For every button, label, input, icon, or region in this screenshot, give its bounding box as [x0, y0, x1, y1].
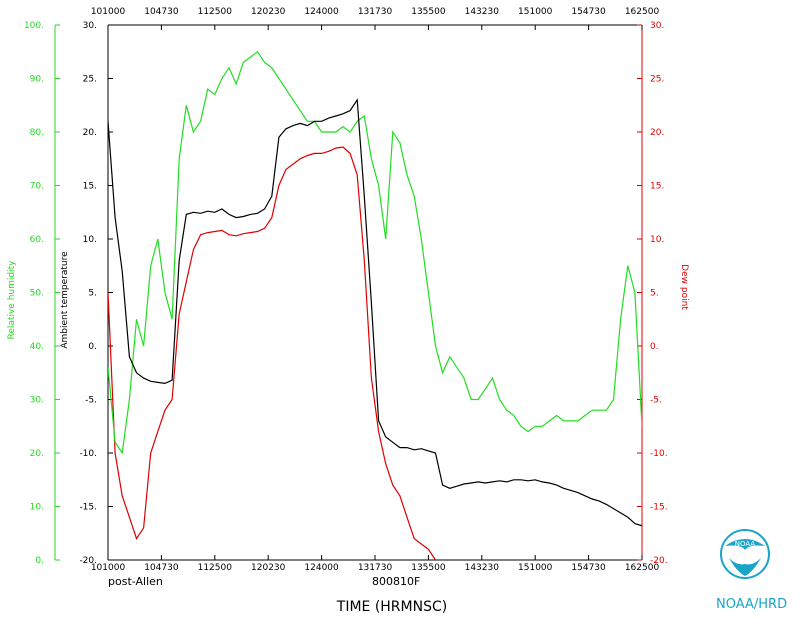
dew-tick-label: -15. [650, 503, 668, 513]
rh-tick-label: 50. [30, 289, 44, 299]
dew-tick-label: 30. [650, 21, 664, 31]
temp-tick-label: -20. [79, 556, 97, 566]
temp-tick-label: 10. [83, 235, 97, 245]
rh-tick-label: 60. [30, 235, 44, 245]
dew-tick-label: -10. [650, 449, 668, 459]
rh-axis-label: Relative humidity [7, 260, 17, 340]
noaa-logo-icon: NOAA [719, 528, 771, 588]
axis-ticks: 101000 101000 104730 104730 112500 112500 1202… [24, 7, 668, 573]
ambient-temperature-series-line [108, 98, 642, 527]
rh-tick-label: 0. [35, 556, 44, 566]
x-axis-label: TIME (HRMNSC) [336, 599, 447, 615]
x-tick-label-top: 112500 [198, 7, 233, 17]
x-tick-label-top: 151000 [518, 7, 553, 17]
x-tick-label-bottom: 154730 [571, 563, 606, 573]
x-tick-label-top: 124000 [304, 7, 339, 17]
temp-tick-label: -10. [79, 449, 97, 459]
x-tick-label-bottom: 143230 [465, 563, 500, 573]
dew-tick-label: -20. [650, 556, 668, 566]
x-tick-label-bottom: 101000 [91, 563, 126, 573]
temp-tick-label: 30. [83, 21, 97, 31]
x-tick-label-top: 131730 [358, 7, 393, 17]
x-tick-label-bottom: 112500 [198, 563, 233, 573]
x-tick-label-top: 101000 [91, 7, 126, 17]
temp-axis-label: Ambient temperature [60, 251, 70, 349]
dew-tick-label: 25. [650, 75, 664, 85]
dew-tick-label: 15. [650, 182, 664, 192]
x-tick-label-top: 135500 [411, 7, 446, 17]
temp-tick-label: 25. [83, 75, 97, 85]
dew-tick-label: 0. [650, 342, 659, 352]
temp-tick-label: 0. [88, 342, 97, 352]
dew-axis-label: Dew point [679, 264, 689, 310]
x-tick-label-bottom: 131730 [358, 563, 393, 573]
x-tick-label-bottom: 162500 [625, 563, 660, 573]
x-tick-label-bottom: 151000 [518, 563, 553, 573]
x-tick-label-bottom: 120230 [251, 563, 286, 573]
noaa-badge-text: NOAA [735, 540, 756, 548]
temp-tick-label: -5. [85, 396, 97, 406]
temp-tick-label: 5. [88, 289, 97, 299]
temp-tick-label: 20. [83, 128, 97, 138]
data-series [108, 50, 642, 560]
x-tick-label-bottom: 135500 [411, 563, 446, 573]
x-tick-label-top: 162500 [625, 7, 660, 17]
rh-tick-label: 30. [30, 396, 44, 406]
storm-note: post-Allen [108, 575, 163, 588]
flight-id: 800810F [372, 575, 420, 588]
rh-tick-label: 80. [30, 128, 44, 138]
x-tick-label-top: 154730 [571, 7, 606, 17]
x-tick-label-top: 143230 [465, 7, 500, 17]
rh-tick-label: 90. [30, 75, 44, 85]
rh-tick-label: 40. [30, 342, 44, 352]
rh-tick-label: 10. [30, 503, 44, 513]
rh-tick-label: 100. [24, 21, 44, 31]
rh-tick-label: 70. [30, 182, 44, 192]
dew-tick-label: -5. [650, 396, 662, 406]
temp-tick-label: -15. [79, 503, 97, 513]
noaa-hrd-label: NOAA/HRD [716, 597, 788, 612]
relative-humidity-series-line [108, 50, 642, 455]
dew-tick-label: 5. [650, 289, 659, 299]
dew-tick-label: 20. [650, 128, 664, 138]
dew-tick-label: 10. [650, 235, 664, 245]
rh-tick-label: 20. [30, 449, 44, 459]
x-tick-label-bottom: 104730 [144, 563, 179, 573]
x-tick-label-top: 104730 [144, 7, 179, 17]
temp-tick-label: 15. [83, 182, 97, 192]
dew-point-series-line [108, 146, 437, 560]
x-tick-label-top: 120230 [251, 7, 286, 17]
x-tick-label-bottom: 124000 [304, 563, 339, 573]
